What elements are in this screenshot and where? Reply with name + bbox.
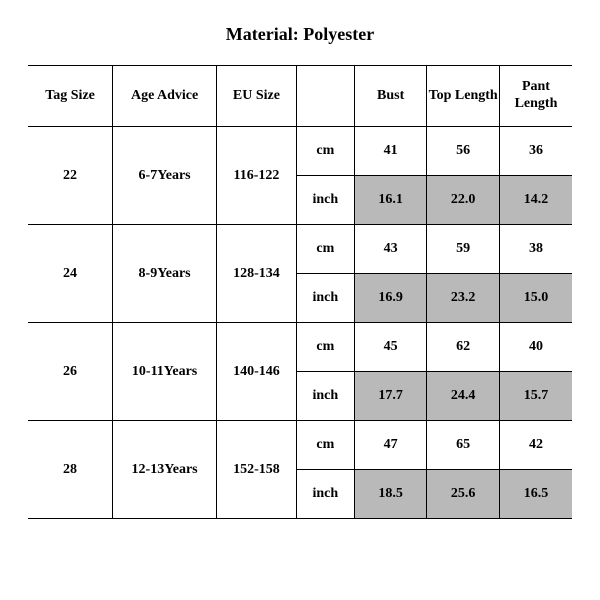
- cell-pant-length: 40: [499, 323, 572, 372]
- col-bust: Bust: [354, 66, 427, 127]
- table-header-row: Tag Size Age Advice EU Size Bust Top Len…: [28, 66, 572, 127]
- cell-age-advice: 12-13Years: [113, 421, 217, 519]
- cell-bust: 41: [354, 127, 427, 176]
- cell-top-length: 25.6: [427, 470, 500, 519]
- cell-pant-length: 15.0: [499, 274, 572, 323]
- cell-pant-length: 14.2: [499, 176, 572, 225]
- cell-pant-length: 38: [499, 225, 572, 274]
- cell-top-length: 22.0: [427, 176, 500, 225]
- cell-eu-size: 140-146: [217, 323, 297, 421]
- cell-bust: 45: [354, 323, 427, 372]
- cell-bust: 17.7: [354, 372, 427, 421]
- cell-unit-cm: cm: [296, 421, 354, 470]
- cell-pant-length: 42: [499, 421, 572, 470]
- cell-unit-inch: inch: [296, 470, 354, 519]
- page-title: Material: Polyester: [0, 0, 600, 65]
- cell-unit-inch: inch: [296, 372, 354, 421]
- col-top-length: Top Length: [427, 66, 500, 127]
- cell-pant-length: 16.5: [499, 470, 572, 519]
- cell-tag-size: 26: [28, 323, 113, 421]
- cell-unit-cm: cm: [296, 127, 354, 176]
- col-age-advice: Age Advice: [113, 66, 217, 127]
- cell-pant-length: 15.7: [499, 372, 572, 421]
- cell-bust: 18.5: [354, 470, 427, 519]
- table-row: 28 12-13Years 152-158 cm 47 65 42: [28, 421, 572, 470]
- cell-eu-size: 128-134: [217, 225, 297, 323]
- cell-bust: 16.9: [354, 274, 427, 323]
- cell-top-length: 59: [427, 225, 500, 274]
- table-row: 22 6-7Years 116-122 cm 41 56 36: [28, 127, 572, 176]
- size-table-wrapper: Tag Size Age Advice EU Size Bust Top Len…: [0, 65, 600, 519]
- col-eu-size: EU Size: [217, 66, 297, 127]
- cell-tag-size: 28: [28, 421, 113, 519]
- cell-top-length: 24.4: [427, 372, 500, 421]
- col-unit: [296, 66, 354, 127]
- col-pant-length: Pant Length: [499, 66, 572, 127]
- cell-top-length: 62: [427, 323, 500, 372]
- cell-eu-size: 116-122: [217, 127, 297, 225]
- cell-bust: 43: [354, 225, 427, 274]
- table-row: 26 10-11Years 140-146 cm 45 62 40: [28, 323, 572, 372]
- table-row: 24 8-9Years 128-134 cm 43 59 38: [28, 225, 572, 274]
- cell-bust: 16.1: [354, 176, 427, 225]
- cell-bust: 47: [354, 421, 427, 470]
- cell-top-length: 56: [427, 127, 500, 176]
- cell-pant-length: 36: [499, 127, 572, 176]
- col-tag-size: Tag Size: [28, 66, 113, 127]
- cell-age-advice: 10-11Years: [113, 323, 217, 421]
- cell-unit-inch: inch: [296, 176, 354, 225]
- cell-unit-cm: cm: [296, 323, 354, 372]
- cell-tag-size: 22: [28, 127, 113, 225]
- size-table: Tag Size Age Advice EU Size Bust Top Len…: [28, 65, 572, 519]
- cell-top-length: 65: [427, 421, 500, 470]
- cell-tag-size: 24: [28, 225, 113, 323]
- cell-age-advice: 8-9Years: [113, 225, 217, 323]
- cell-top-length: 23.2: [427, 274, 500, 323]
- cell-unit-cm: cm: [296, 225, 354, 274]
- cell-unit-inch: inch: [296, 274, 354, 323]
- cell-age-advice: 6-7Years: [113, 127, 217, 225]
- cell-eu-size: 152-158: [217, 421, 297, 519]
